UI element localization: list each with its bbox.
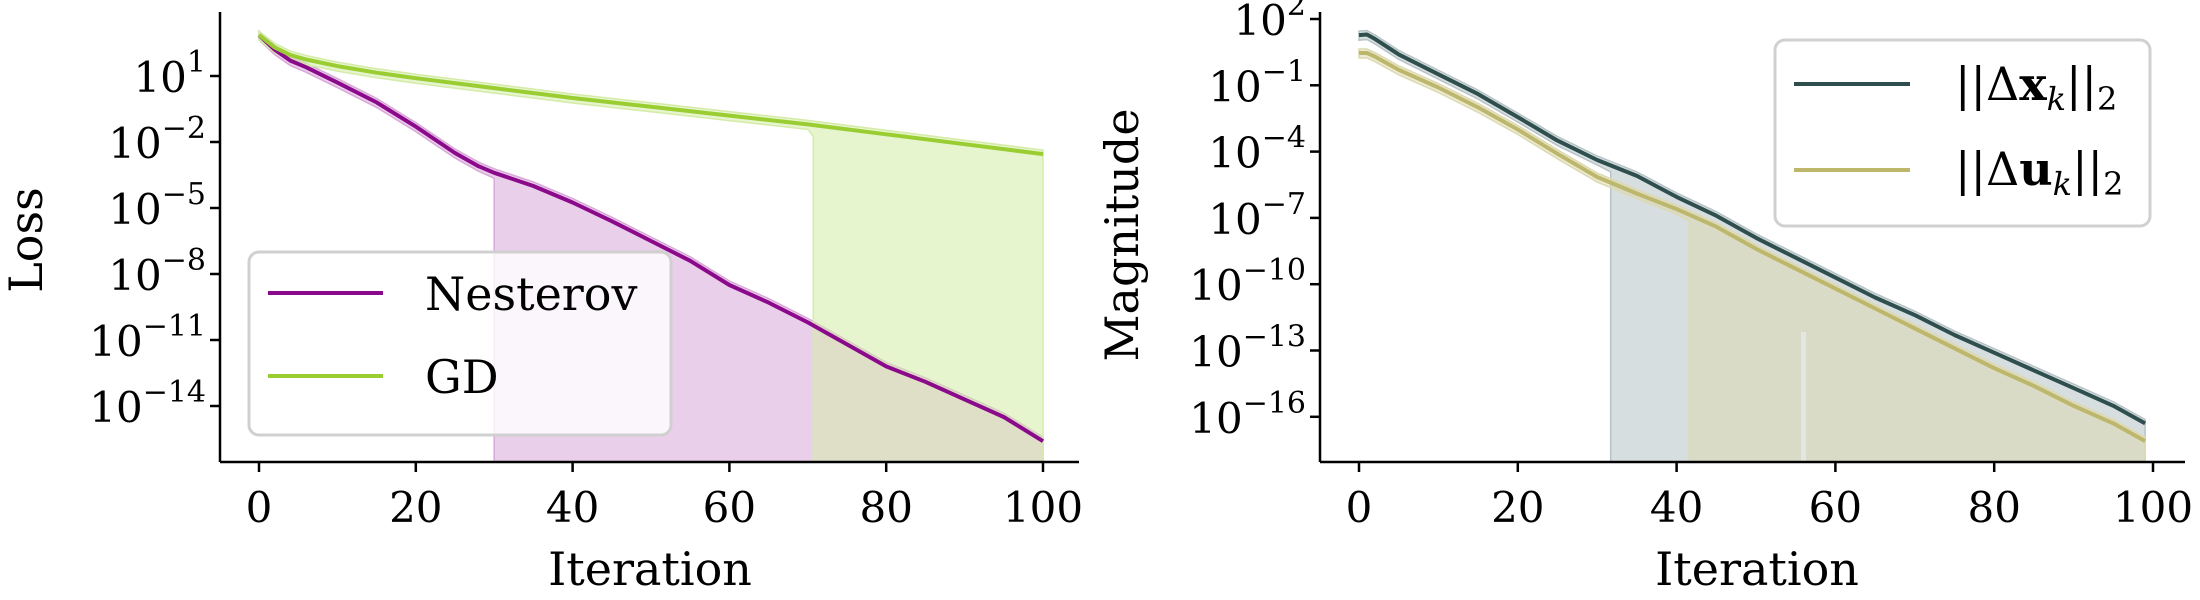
loss-axes: 0 20 40 60 80 100 101 10−2 10−5 10−8 10−11 10−14 bbox=[89, 12, 1083, 532]
y-tick-label: 10−8 bbox=[108, 243, 206, 300]
y-tick-label: 102 bbox=[1233, 0, 1306, 45]
x-tick-label: 40 bbox=[1650, 483, 1703, 532]
y-tick-label: 10−16 bbox=[1189, 386, 1306, 443]
series-line bbox=[1359, 51, 2147, 443]
magnitude-axes: 0 20 40 60 80 100 102 10−1 10−4 10−7 10−10 10−13 10−… bbox=[1189, 0, 2193, 532]
x-tick-label: 100 bbox=[2113, 483, 2193, 532]
x-tick-label: 100 bbox=[1003, 483, 1083, 532]
y-tick-label: 101 bbox=[133, 45, 206, 102]
legend-item-delta-u: ||Δuk||2 bbox=[1794, 142, 2123, 203]
magnitude-chart: 0 20 40 60 80 100 102 10−1 10−4 10−7 10−10 10−13 10−… bbox=[1095, 0, 2193, 596]
legend-label-delta-x: ||Δxk||2 bbox=[1955, 57, 2117, 118]
magnitude-legend: ||Δxk||2 ||Δuk||2 bbox=[1773, 38, 2152, 228]
x-tick-label: 80 bbox=[859, 483, 912, 532]
series-line bbox=[257, 33, 1045, 443]
loss-legend: Nesterov GD bbox=[247, 250, 673, 437]
x-tick-label: 0 bbox=[246, 483, 273, 532]
y-tick-label: 10−14 bbox=[89, 375, 206, 432]
y-tick-label: 10−1 bbox=[1208, 54, 1306, 111]
series-line bbox=[257, 33, 1044, 157]
magnitude-y-axis-label: Magnitude bbox=[1095, 108, 1149, 361]
x-tick-label: 0 bbox=[1346, 483, 1373, 532]
magnitude-x-axis-label: Iteration bbox=[1655, 542, 1859, 596]
loss-chart: 0 20 40 60 80 100 101 10−2 10−5 10−8 10−11 10−14 Lo… bbox=[0, 12, 1083, 596]
loss-x-axis-label: Iteration bbox=[548, 542, 752, 596]
legend-label-nesterov: Nesterov bbox=[425, 267, 637, 321]
y-tick-label: 10−2 bbox=[108, 111, 206, 168]
y-tick-label: 10−13 bbox=[1189, 320, 1306, 377]
y-tick-label: 10−5 bbox=[108, 177, 206, 234]
x-tick-label: 40 bbox=[546, 483, 599, 532]
x-tick-label: 80 bbox=[1967, 483, 2020, 532]
legend-item-nesterov: Nesterov bbox=[268, 267, 637, 321]
x-tick-label: 60 bbox=[1809, 483, 1862, 532]
y-tick-label: 10−4 bbox=[1208, 121, 1306, 178]
legend-label-delta-u: ||Δuk||2 bbox=[1955, 142, 2123, 203]
loss-y-axis-label: Loss bbox=[0, 187, 53, 292]
legend-label-gd: GD bbox=[425, 350, 499, 404]
y-tick-label: 10−10 bbox=[1189, 253, 1306, 310]
magnitude-plot-area bbox=[1358, 29, 2147, 463]
x-tick-label: 20 bbox=[1491, 483, 1544, 532]
x-tick-label: 60 bbox=[703, 483, 756, 532]
band-gap bbox=[1801, 332, 1806, 462]
legend-item-delta-x: ||Δxk||2 bbox=[1794, 57, 2117, 118]
legend-item-gd: GD bbox=[268, 350, 499, 404]
series-line bbox=[1358, 32, 2147, 426]
x-tick-label: 20 bbox=[389, 483, 442, 532]
y-tick-label: 10−7 bbox=[1208, 187, 1306, 244]
y-tick-label: 10−11 bbox=[89, 309, 206, 366]
